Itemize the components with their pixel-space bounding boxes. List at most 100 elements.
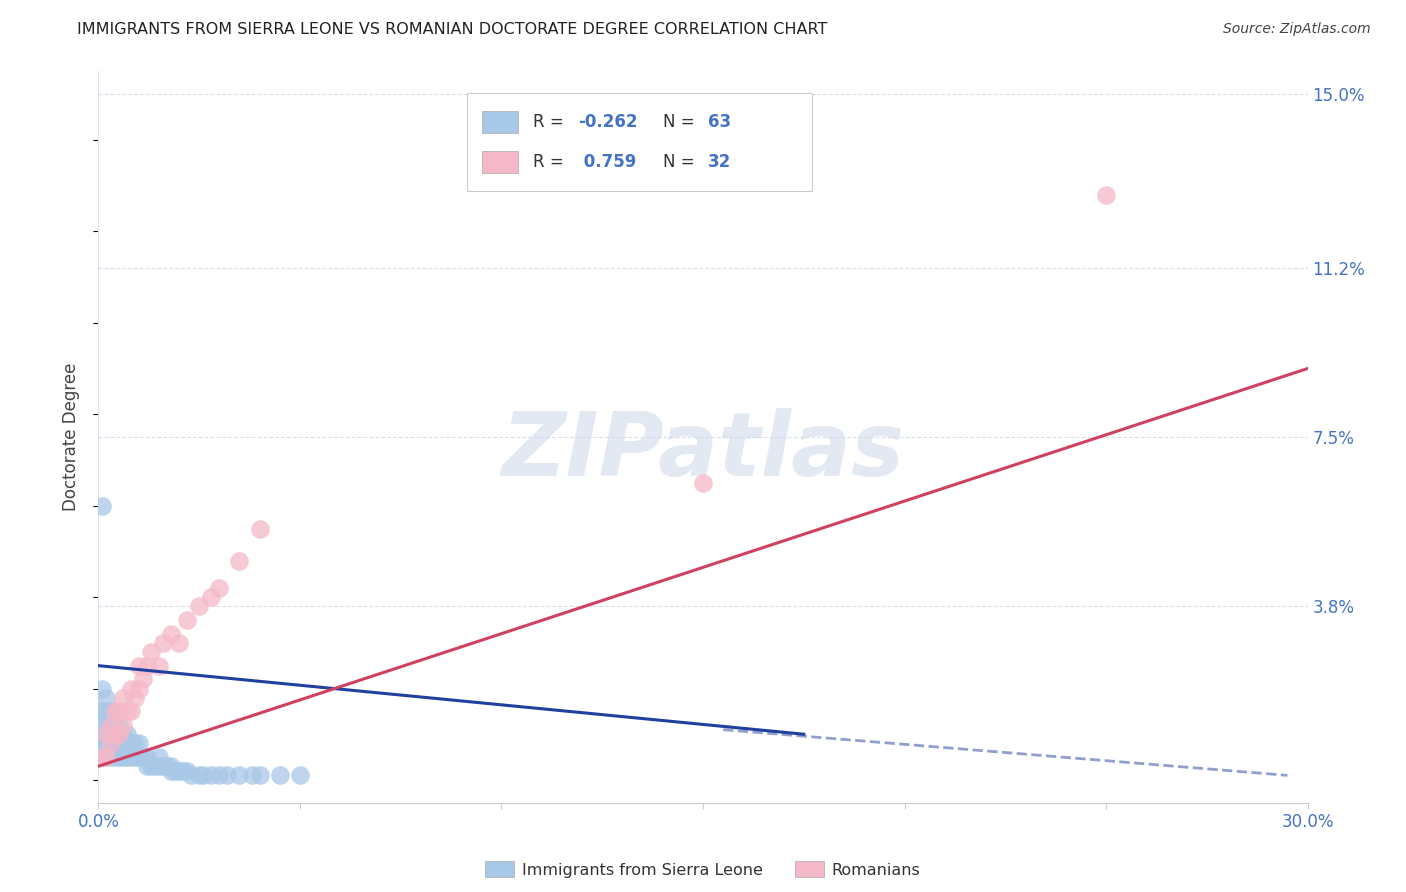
- Point: [152, 636, 174, 650]
- Point: [115, 750, 138, 764]
- Point: [160, 626, 183, 640]
- Point: [91, 499, 114, 513]
- Point: [91, 718, 114, 732]
- Point: [96, 750, 118, 764]
- Point: [217, 768, 239, 782]
- Point: [115, 705, 138, 719]
- Point: [100, 750, 122, 764]
- Point: [107, 718, 129, 732]
- Text: ZIPatlas: ZIPatlas: [502, 409, 904, 495]
- Point: [152, 759, 174, 773]
- Point: [228, 553, 250, 567]
- Point: [139, 645, 162, 659]
- Point: [96, 690, 118, 705]
- Point: [107, 727, 129, 741]
- Point: [132, 750, 155, 764]
- Point: [100, 727, 122, 741]
- Point: [111, 736, 134, 750]
- Point: [160, 764, 183, 778]
- Point: [124, 690, 146, 705]
- Text: 32: 32: [707, 153, 731, 171]
- Point: [692, 475, 714, 490]
- FancyBboxPatch shape: [467, 94, 811, 191]
- Point: [103, 727, 125, 741]
- Point: [124, 736, 146, 750]
- Point: [193, 768, 215, 782]
- Point: [111, 750, 134, 764]
- Text: Source: ZipAtlas.com: Source: ZipAtlas.com: [1223, 22, 1371, 37]
- Point: [163, 764, 186, 778]
- Point: [249, 521, 271, 535]
- Point: [135, 750, 157, 764]
- Point: [120, 705, 142, 719]
- Point: [188, 599, 211, 614]
- Point: [103, 718, 125, 732]
- Point: [96, 750, 118, 764]
- Point: [148, 658, 170, 673]
- FancyBboxPatch shape: [482, 112, 517, 133]
- Point: [180, 768, 202, 782]
- Point: [91, 681, 114, 696]
- Point: [103, 705, 125, 719]
- Point: [91, 736, 114, 750]
- Text: 63: 63: [707, 113, 731, 131]
- Point: [132, 673, 155, 687]
- Point: [100, 718, 122, 732]
- Point: [139, 759, 162, 773]
- Point: [200, 590, 222, 604]
- Point: [128, 736, 150, 750]
- Point: [200, 768, 222, 782]
- Text: -0.262: -0.262: [578, 113, 638, 131]
- Point: [111, 718, 134, 732]
- Point: [208, 581, 231, 595]
- Point: [100, 736, 122, 750]
- Point: [91, 750, 114, 764]
- Point: [111, 690, 134, 705]
- Point: [128, 681, 150, 696]
- Y-axis label: Doctorate Degree: Doctorate Degree: [62, 363, 80, 511]
- Point: [128, 750, 150, 764]
- FancyBboxPatch shape: [482, 152, 517, 173]
- Point: [100, 718, 122, 732]
- Point: [111, 727, 134, 741]
- Point: [115, 736, 138, 750]
- Point: [228, 768, 250, 782]
- Point: [135, 658, 157, 673]
- Point: [143, 759, 166, 773]
- Legend: Immigrants from Sierra Leone, Romanians: Immigrants from Sierra Leone, Romanians: [479, 855, 927, 884]
- Point: [240, 768, 263, 782]
- Point: [288, 768, 311, 782]
- Text: 0.759: 0.759: [578, 153, 637, 171]
- Point: [124, 750, 146, 764]
- Point: [176, 613, 198, 627]
- Point: [160, 759, 183, 773]
- Point: [172, 764, 194, 778]
- Point: [103, 727, 125, 741]
- Point: [107, 736, 129, 750]
- Point: [208, 768, 231, 782]
- Point: [103, 736, 125, 750]
- Point: [107, 727, 129, 741]
- Point: [156, 759, 179, 773]
- Point: [91, 727, 114, 741]
- Point: [96, 705, 118, 719]
- Text: N =: N =: [664, 113, 700, 131]
- Point: [91, 705, 114, 719]
- Text: N =: N =: [664, 153, 700, 171]
- Point: [120, 750, 142, 764]
- Point: [167, 636, 190, 650]
- Point: [120, 681, 142, 696]
- Point: [96, 736, 118, 750]
- Point: [188, 768, 211, 782]
- Point: [176, 764, 198, 778]
- Point: [148, 750, 170, 764]
- Text: IMMIGRANTS FROM SIERRA LEONE VS ROMANIAN DOCTORATE DEGREE CORRELATION CHART: IMMIGRANTS FROM SIERRA LEONE VS ROMANIAN…: [77, 22, 828, 37]
- Point: [100, 705, 122, 719]
- Point: [115, 727, 138, 741]
- Point: [96, 727, 118, 741]
- Point: [107, 750, 129, 764]
- Point: [96, 727, 118, 741]
- Point: [148, 759, 170, 773]
- Point: [96, 718, 118, 732]
- Point: [167, 764, 190, 778]
